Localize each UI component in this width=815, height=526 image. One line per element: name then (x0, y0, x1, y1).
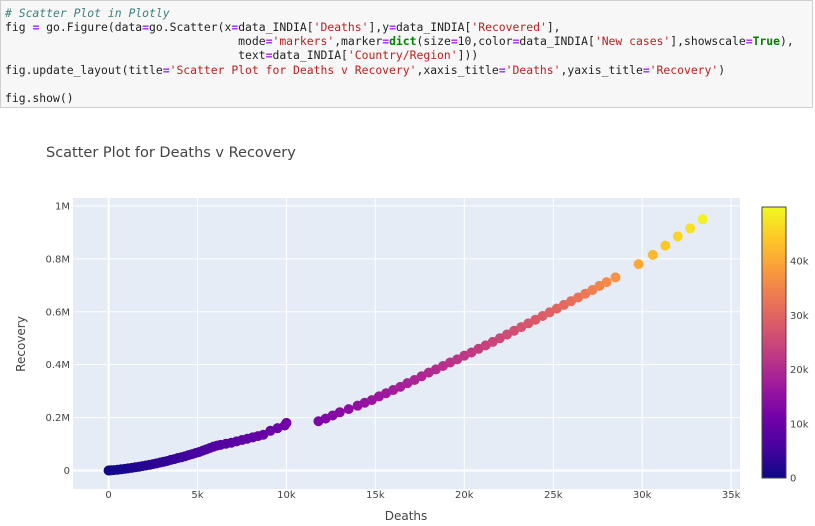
code-token: = (745, 34, 753, 48)
code-token: 'Deaths' (313, 20, 369, 34)
y-tick-label: 0.2M (45, 413, 70, 424)
code-token: ), (780, 34, 794, 48)
code-token: 'Scatter Plot for Deaths v Recovery' (169, 63, 417, 77)
code-comment: # Scatter Plot in Plotly (5, 6, 170, 20)
code-token: mode (5, 34, 266, 48)
x-tick-label: 30k (633, 490, 652, 501)
code-token: ,marker (334, 34, 383, 48)
code-line-4: text=data_INDIA['Country/Region'])) (5, 48, 478, 62)
code-token: = (512, 34, 520, 48)
code-token: True (752, 34, 781, 48)
data-point[interactable] (647, 249, 658, 260)
data-points (103, 214, 708, 476)
colorbar-tick-label: 10k (790, 419, 809, 430)
code-token: = (162, 63, 170, 77)
code-token: = (382, 34, 390, 48)
code-token: = (642, 63, 650, 77)
code-token: = (265, 34, 273, 48)
output-area: Scatter Plot for Deaths v Recovery 0 5k 10… (0, 118, 815, 526)
code-token: go.Figure(data (39, 20, 143, 34)
data-point[interactable] (601, 277, 612, 288)
code-token: 10 (457, 34, 472, 48)
x-tick-label: 15k (366, 490, 385, 501)
x-axis-title: Deaths (385, 509, 428, 523)
code-token: text (5, 48, 266, 62)
y-tick-label: 0.4M (45, 360, 70, 371)
code-token: fig (5, 20, 33, 34)
code-line-1: # Scatter Plot in Plotly (5, 6, 170, 20)
x-tick-label: 20k (455, 490, 474, 501)
x-tick-label: 25k (544, 490, 563, 501)
axis-ticks: 0 5k 10k 15k 20k 25k 30k 35k 0 0.2M 0.4M 0.6M 0.8M 1M (45, 201, 740, 501)
code-token: = (450, 34, 458, 48)
y-axis-title: Recovery (14, 316, 28, 372)
x-tick-label: 10k (277, 490, 296, 501)
code-line-7: fig.show() (5, 91, 74, 105)
code-token: ,color (471, 34, 513, 48)
code-token: 'New cases' (594, 34, 671, 48)
data-point[interactable] (697, 214, 708, 225)
code-token: data_INDIA[ (272, 48, 348, 62)
colorbar-ticks: 0 10k 20k 30k 40k (790, 257, 809, 485)
data-point[interactable] (281, 417, 292, 428)
data-point[interactable] (633, 259, 644, 270)
code-token: ) (718, 63, 726, 77)
grid-lines (73, 198, 740, 489)
chart-title: Scatter Plot for Deaths v Recovery (46, 145, 296, 161)
code-token: 'Country/Region' (347, 48, 458, 62)
code-token: fig.show() (5, 91, 74, 105)
code-cell[interactable]: # Scatter Plot in Plotly fig = go.Figure… (0, 0, 813, 108)
code-token: 'Deaths' (505, 63, 561, 77)
y-tick-label: 0 (64, 466, 70, 477)
y-tick-label: 1M (55, 201, 70, 212)
code-token: data_INDIA[ (395, 20, 472, 34)
colorbar-tick-label: 30k (790, 311, 809, 322)
data-point[interactable] (343, 404, 354, 415)
code-line-3: mode='markers',marker=dict(size=10,color… (5, 34, 794, 48)
code-token: ])) (457, 48, 479, 62)
data-point[interactable] (610, 272, 621, 283)
x-tick-label: 0 (105, 490, 111, 501)
code-token: 'Recovery' (649, 63, 719, 77)
code-token: = (498, 63, 506, 77)
code-token: = (142, 20, 150, 34)
data-point[interactable] (672, 231, 683, 242)
code-token: ,xaxis_title (416, 63, 499, 77)
code-token: data_INDIA[ (238, 20, 314, 34)
data-point[interactable] (660, 240, 671, 251)
y-tick-label: 0.8M (45, 254, 70, 265)
code-token: 'Recovered' (471, 20, 547, 34)
code-token: ,yaxis_title (560, 63, 643, 77)
code-token: ],y (368, 20, 390, 34)
x-tick-label: 35k (722, 490, 741, 501)
code-token: ], (546, 20, 561, 34)
code-line-2: fig = go.Figure(data=go.Scatter(x=data_I… (5, 20, 561, 34)
plot-area[interactable] (73, 198, 740, 489)
code-token: fig.update_layout(title (5, 63, 163, 77)
scatter-chart[interactable]: Scatter Plot for Deaths v Recovery 0 5k 10… (0, 118, 815, 526)
colorbar-tick-label: 20k (790, 365, 809, 376)
colorbar-tick-label: 0 (790, 474, 796, 485)
data-point[interactable] (334, 407, 345, 418)
code-token: = (32, 20, 40, 34)
colorbar-tick-label: 40k (790, 257, 809, 268)
code-token: data_INDIA[ (519, 34, 595, 48)
x-tick-label: 5k (191, 490, 203, 501)
colorbar (761, 206, 787, 479)
code-token: (size (416, 34, 451, 48)
code-token: = (265, 48, 273, 62)
code-token: dict (389, 34, 417, 48)
code-token: = (231, 20, 239, 34)
code-token: 'markers' (272, 34, 335, 48)
code-token: go.Scatter(x (149, 20, 232, 34)
data-point[interactable] (685, 223, 696, 234)
y-tick-label: 0.6M (45, 307, 70, 318)
code-token: ],showscale (670, 34, 746, 48)
code-token: = (389, 20, 396, 34)
code-line-5: fig.update_layout(title='Scatter Plot fo… (5, 63, 725, 77)
